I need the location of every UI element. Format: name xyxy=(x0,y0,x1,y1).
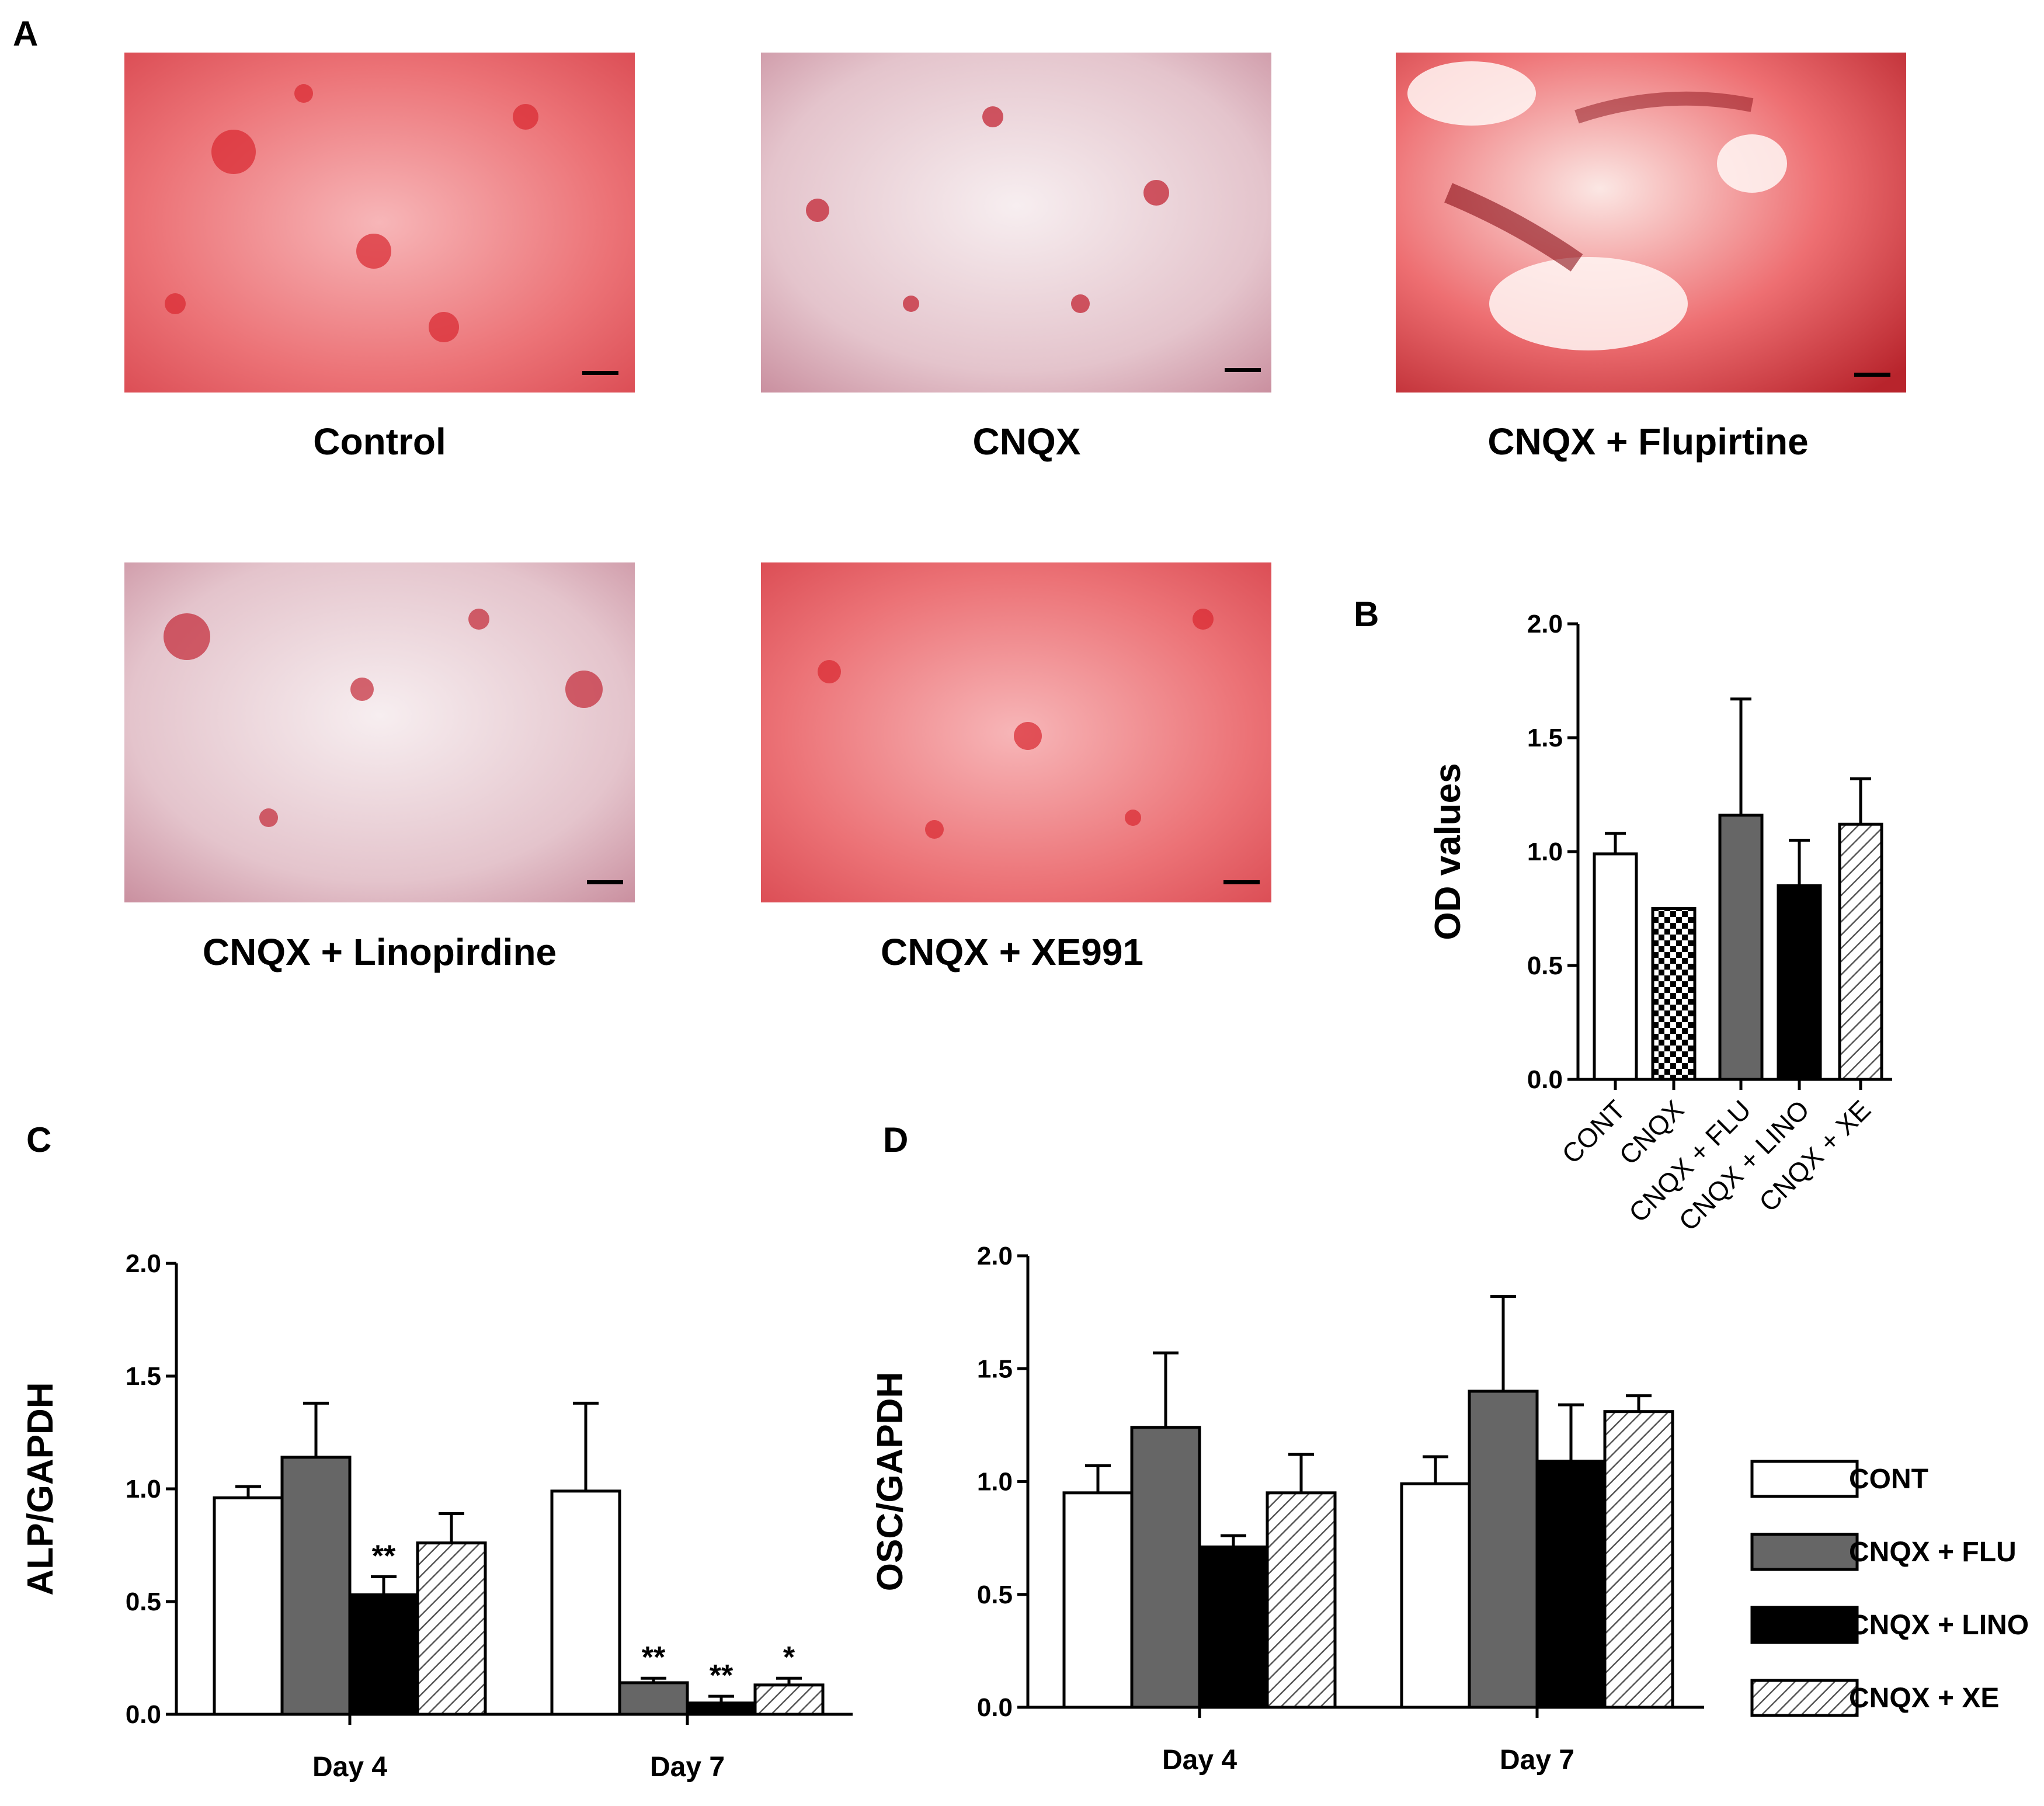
y-tick-label: 0.0 xyxy=(1527,1065,1563,1094)
x-tick-label: Day 4 xyxy=(312,1752,387,1783)
y-tick-label: 1.5 xyxy=(126,1362,161,1391)
scale-bar xyxy=(587,880,623,884)
bar xyxy=(1593,852,1638,1081)
bar xyxy=(416,1541,487,1716)
y-tick-label: 0.0 xyxy=(977,1693,1013,1722)
scale-bar xyxy=(1854,373,1890,377)
y-tick-label: 2.0 xyxy=(1527,610,1563,638)
bar xyxy=(280,1456,352,1716)
y-axis-title: ALP/GAPDH xyxy=(20,1382,61,1595)
bar xyxy=(753,1683,825,1716)
micrograph-control-image xyxy=(124,53,635,393)
scale-bar xyxy=(1225,368,1261,372)
legend-label: CNQX + FLU xyxy=(1849,1537,2017,1568)
bar xyxy=(1651,907,1697,1081)
caption-control: Control xyxy=(313,421,446,463)
legend-swatch xyxy=(1750,1679,1859,1717)
bar xyxy=(213,1496,284,1716)
significance-label: * xyxy=(783,1641,795,1675)
legend-label: CNQX + XE xyxy=(1849,1683,1999,1714)
x-tick-label: Day 7 xyxy=(1500,1745,1574,1776)
caption-cnqx-linopirdine: CNQX + Linopirdine xyxy=(203,931,557,973)
significance-label: ** xyxy=(710,1659,734,1693)
bar xyxy=(1603,1410,1674,1709)
bar xyxy=(550,1489,621,1716)
chart-d: 0.0 0.5 1.0 1.5 2.0 OSC/GAPDH Day 4 Day 7 xyxy=(870,1242,1704,1776)
bar xyxy=(1535,1460,1607,1709)
micrograph-cnqx-flupirtine xyxy=(1396,53,1906,393)
panel-a-letter: A xyxy=(13,14,38,53)
bar xyxy=(348,1593,419,1716)
y-tick-label: 2.0 xyxy=(977,1242,1013,1270)
y-tick-label: 0.5 xyxy=(126,1588,161,1616)
bar xyxy=(1777,884,1822,1081)
bar xyxy=(1468,1390,1539,1709)
bar xyxy=(1062,1491,1134,1709)
bar xyxy=(686,1701,757,1716)
caption-cnqx-xe991: CNQX + XE991 xyxy=(881,931,1143,973)
y-tick-label: 1.0 xyxy=(126,1475,161,1503)
legend-label: CNQX + LINO xyxy=(1849,1610,2029,1641)
micrograph-cnqx-linopirdine xyxy=(124,562,635,902)
bar xyxy=(1838,822,1883,1081)
y-tick-label: 1.0 xyxy=(1527,838,1563,866)
significance-label: ** xyxy=(372,1540,396,1574)
bar xyxy=(1266,1491,1337,1709)
micrograph-control xyxy=(124,53,635,393)
y-tick-label: 0.5 xyxy=(977,1581,1013,1609)
bar xyxy=(1198,1545,1269,1709)
bar xyxy=(618,1681,689,1716)
y-tick-label: 0.0 xyxy=(126,1700,161,1729)
x-tick-label: Day 4 xyxy=(1162,1745,1237,1776)
y-tick-label: 1.5 xyxy=(1527,724,1563,752)
bar xyxy=(1718,814,1764,1081)
micrograph-cnqx-xe991 xyxy=(761,562,1271,902)
x-tick-label: Day 7 xyxy=(650,1752,725,1783)
micrograph-cnqx xyxy=(761,53,1271,393)
micrograph-cnqx-image xyxy=(761,53,1271,393)
y-tick-label: 0.5 xyxy=(1527,951,1563,980)
y-tick-label: 1.5 xyxy=(977,1354,1013,1383)
caption-cnqx-flupirtine: CNQX + Flupirtine xyxy=(1487,421,1808,463)
legend-label: CONT xyxy=(1849,1464,1928,1495)
caption-cnqx: CNQX xyxy=(973,421,1081,463)
legend-swatch xyxy=(1750,1533,1859,1571)
y-tick-label: 2.0 xyxy=(126,1249,161,1278)
bar xyxy=(1130,1426,1201,1709)
bar xyxy=(1400,1482,1471,1709)
y-axis-title: OSC/GAPDH xyxy=(870,1372,910,1591)
scale-bar xyxy=(582,371,618,375)
y-tick-label: 1.0 xyxy=(977,1468,1013,1496)
panel-c-letter: C xyxy=(26,1120,51,1159)
panel-d-letter: D xyxy=(883,1120,908,1159)
legend-swatch xyxy=(1750,1460,1859,1498)
x-tick-label: CONT xyxy=(1556,1094,1631,1169)
legend: CONT CNQX + FLU CNQX + LINO CNQX + XE xyxy=(1750,1460,2029,1717)
y-axis-title: OD values xyxy=(1428,763,1468,940)
scale-bar xyxy=(1223,880,1260,884)
micrograph-cnqx-linopirdine-image xyxy=(124,562,635,902)
significance-label: ** xyxy=(642,1641,666,1675)
legend-swatch xyxy=(1750,1606,1859,1644)
panel-b-letter: B xyxy=(1354,595,1379,634)
